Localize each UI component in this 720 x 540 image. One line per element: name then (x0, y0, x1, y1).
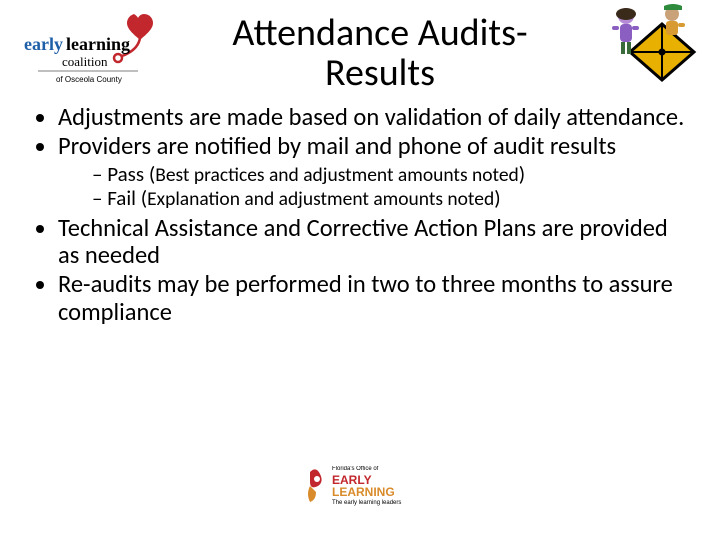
elc-county: of Osceola County (56, 75, 122, 84)
footer-logo: Florida's Office of EARLY LEARNING The e… (290, 466, 430, 506)
elc-logo: early learning coalition of Osceola Coun… (18, 8, 168, 88)
sub2-paren: Explanation and adjustment amounts noted (147, 187, 494, 211)
bullet-2-text: Providers are notified by mail and phone… (58, 131, 616, 161)
bullet-2-sub1: Pass (Best practices and adjustment amou… (92, 163, 690, 187)
bullet-2-sublist: Pass (Best practices and adjustment amou… (58, 163, 690, 211)
bullet-list: Adjustments are made based on validation… (30, 104, 690, 326)
kids-diamond-icon (602, 4, 702, 84)
sub1-lead: Pass ( (107, 161, 155, 187)
elc-learning: learning (66, 34, 130, 54)
svg-text:Florida's Office of: Florida's Office of (332, 466, 379, 472)
bullet-1: Adjustments are made based on validation… (58, 104, 690, 131)
footer-sub: The early learning leaders (332, 500, 401, 506)
bullet-3: Technical Assistance and Corrective Acti… (58, 215, 690, 270)
sub1-close: ) (519, 161, 525, 187)
sub2-close: ) (494, 185, 500, 211)
slide-title: Attendance Audits- Results (170, 14, 590, 94)
bullet-2-sub2: Fail (Explanation and adjustment amounts… (92, 187, 690, 211)
title-line2: Results (325, 50, 435, 96)
sub2-lead: Fail ( (107, 185, 147, 211)
slide-body: Adjustments are made based on validation… (30, 104, 690, 328)
bullet-2: Providers are notified by mail and phone… (58, 133, 690, 210)
elc-early: early (24, 34, 63, 54)
elc-coalition: coalition (62, 54, 108, 69)
sub1-paren: Best practices and adjustment amounts no… (155, 163, 519, 187)
footer-learning: LEARNING (332, 485, 395, 499)
bullet-4: Re-audits may be performed in two to thr… (58, 271, 690, 326)
slide: early learning coalition of Osceola Coun… (0, 0, 720, 540)
